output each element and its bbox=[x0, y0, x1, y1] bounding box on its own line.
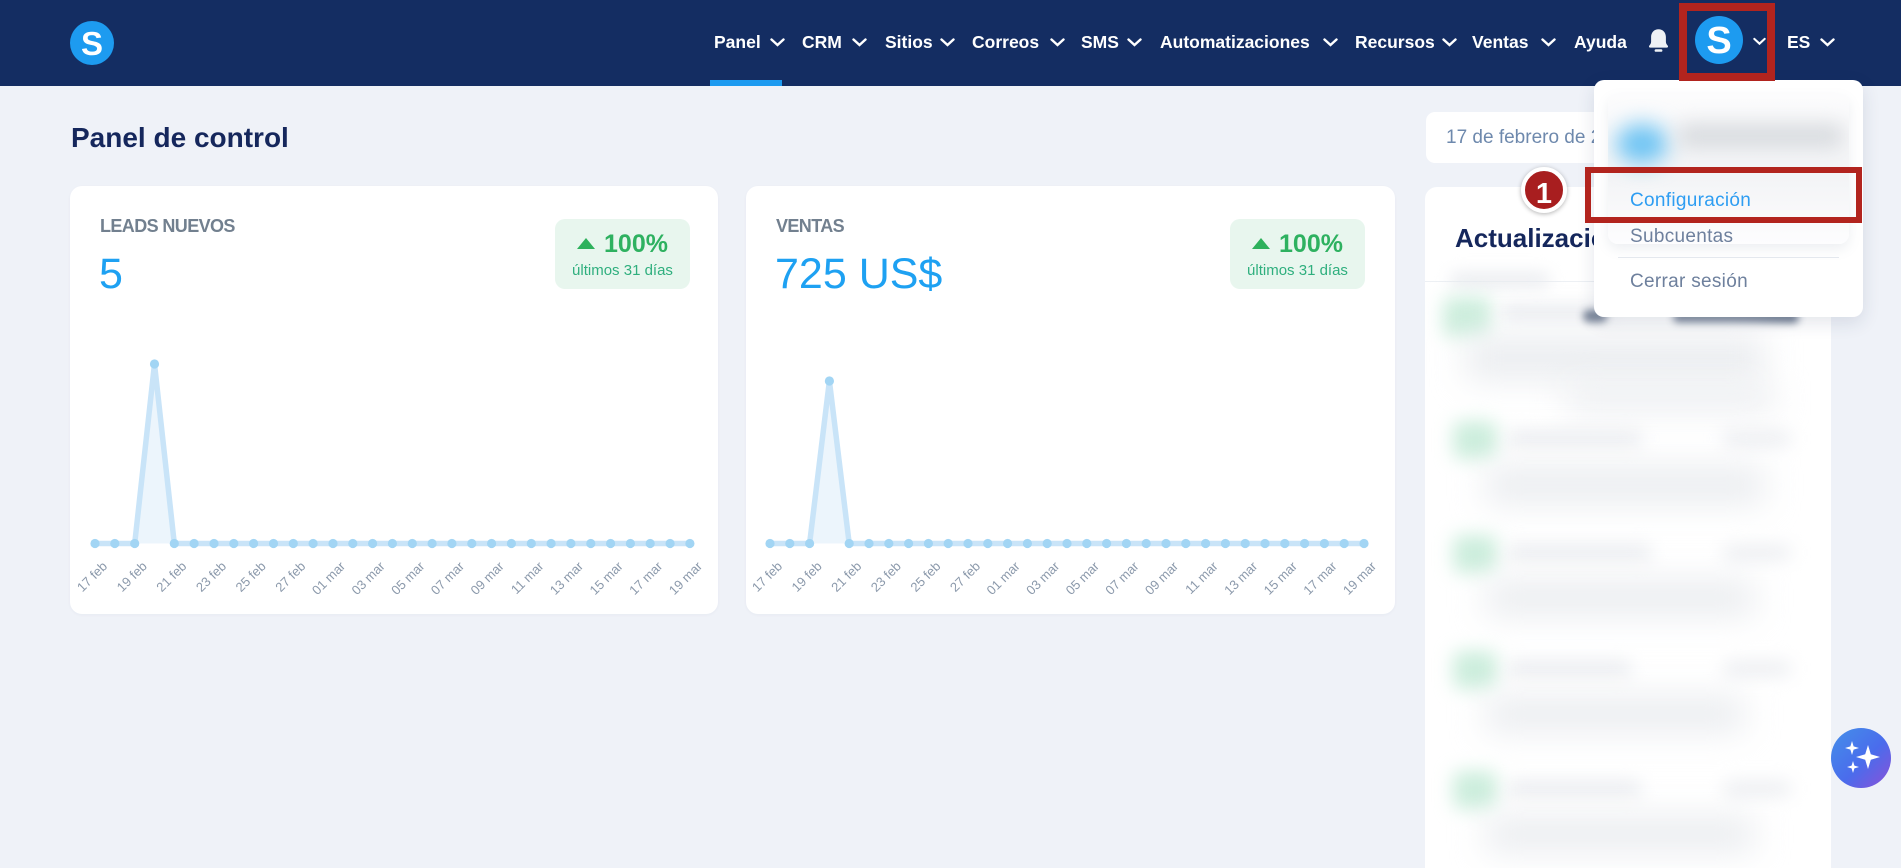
svg-text:11 mar: 11 mar bbox=[508, 558, 547, 597]
svg-text:13 mar: 13 mar bbox=[1221, 558, 1261, 598]
svg-text:17 feb: 17 feb bbox=[749, 559, 785, 595]
svg-text:19 feb: 19 feb bbox=[789, 559, 825, 595]
svg-text:15 mar: 15 mar bbox=[1261, 558, 1301, 598]
svg-text:19 feb: 19 feb bbox=[114, 559, 150, 595]
svg-text:07 mar: 07 mar bbox=[428, 558, 468, 598]
svg-text:19 mar: 19 mar bbox=[1340, 558, 1380, 598]
svg-text:03 mar: 03 mar bbox=[1023, 558, 1063, 598]
svg-text:19 mar: 19 mar bbox=[666, 558, 706, 598]
svg-text:25 feb: 25 feb bbox=[907, 559, 943, 595]
svg-text:17 feb: 17 feb bbox=[74, 559, 110, 595]
svg-text:11 mar: 11 mar bbox=[1182, 558, 1221, 597]
svg-text:21 feb: 21 feb bbox=[828, 559, 864, 595]
svg-text:13 mar: 13 mar bbox=[547, 558, 587, 598]
svg-text:25 feb: 25 feb bbox=[233, 559, 269, 595]
svg-text:07 mar: 07 mar bbox=[1102, 558, 1142, 598]
svg-text:23 feb: 23 feb bbox=[868, 559, 904, 595]
svg-text:17 mar: 17 mar bbox=[1300, 558, 1340, 598]
svg-text:09 mar: 09 mar bbox=[1142, 558, 1182, 598]
svg-text:09 mar: 09 mar bbox=[467, 558, 507, 598]
svg-text:05 mar: 05 mar bbox=[388, 558, 428, 598]
svg-text:05 mar: 05 mar bbox=[1063, 558, 1103, 598]
svg-text:03 mar: 03 mar bbox=[348, 558, 388, 598]
svg-text:01 mar: 01 mar bbox=[983, 558, 1023, 598]
svg-text:01 mar: 01 mar bbox=[309, 558, 349, 598]
svg-text:27 feb: 27 feb bbox=[947, 559, 983, 595]
svg-text:17 mar: 17 mar bbox=[626, 558, 666, 598]
svg-text:21 feb: 21 feb bbox=[153, 559, 189, 595]
svg-text:15 mar: 15 mar bbox=[586, 558, 626, 598]
svg-text:27 feb: 27 feb bbox=[272, 559, 308, 595]
svg-text:23 feb: 23 feb bbox=[193, 559, 229, 595]
